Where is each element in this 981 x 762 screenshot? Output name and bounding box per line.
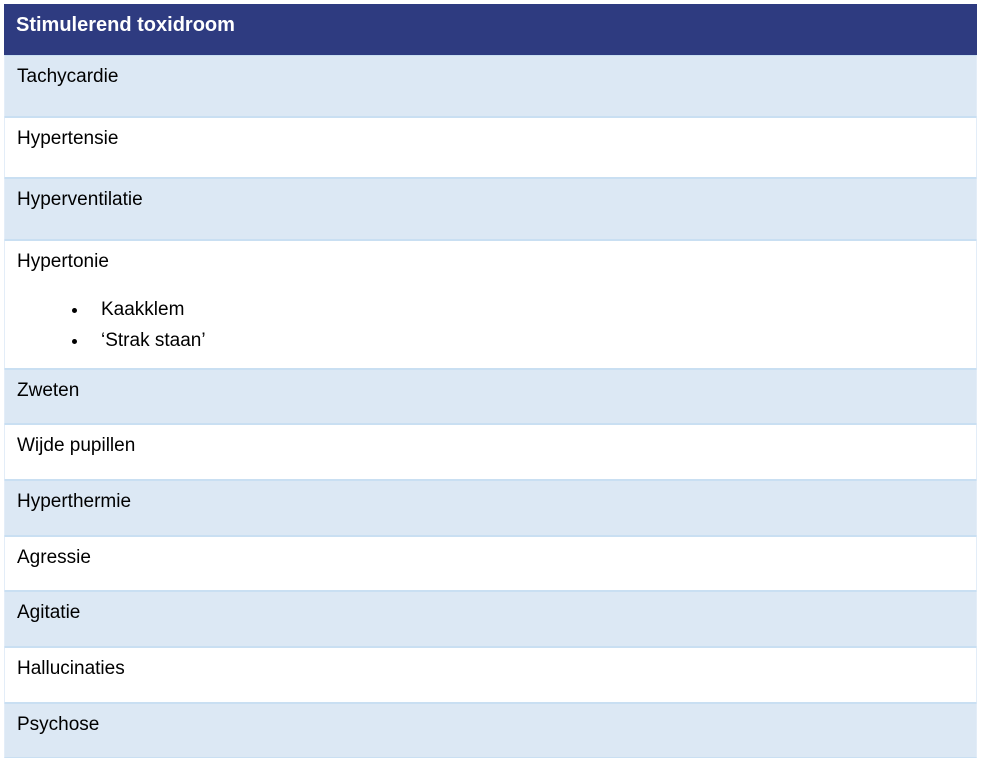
table-row: Hallucinaties	[4, 647, 977, 703]
row-label: Hypertensie	[17, 128, 118, 149]
row-label: Hypertonie	[17, 249, 964, 275]
row-sublist: Kaakklem ‘Strak staan’	[89, 297, 964, 354]
row-label: Agressie	[17, 547, 91, 568]
table-row: Wijde pupillen	[4, 424, 977, 480]
row-label: Hyperventilatie	[17, 189, 143, 210]
table-header: Stimulerend toxidroom	[4, 4, 977, 55]
table-row: Hyperthermie	[4, 480, 977, 536]
row-label: Agitatie	[17, 602, 80, 623]
table-row: Hypertonie Kaakklem ‘Strak staan’	[4, 240, 977, 369]
row-label: Hallucinaties	[17, 658, 125, 679]
table-row: Psychose	[4, 703, 977, 759]
row-label: Hyperthermie	[17, 491, 131, 512]
row-label: Wijde pupillen	[17, 435, 135, 456]
row-sublist-item: Kaakklem	[89, 297, 964, 323]
toxidrome-table: Stimulerend toxidroom Tachycardie Hyperte…	[4, 4, 977, 758]
row-sublist-item: ‘Strak staan’	[89, 328, 964, 354]
table-row: Zweten	[4, 369, 977, 425]
table-row: Agressie	[4, 536, 977, 592]
table-row: Tachycardie	[4, 55, 977, 117]
row-label: Psychose	[17, 714, 99, 735]
row-label: Tachycardie	[17, 66, 118, 87]
table-row: Hypertensie	[4, 117, 977, 179]
table-body: Tachycardie Hypertensie Hyperventilatie Hyp…	[4, 55, 977, 758]
table-row: Agitatie	[4, 591, 977, 647]
row-label: Zweten	[17, 380, 79, 401]
table-row: Hyperventilatie	[4, 178, 977, 240]
